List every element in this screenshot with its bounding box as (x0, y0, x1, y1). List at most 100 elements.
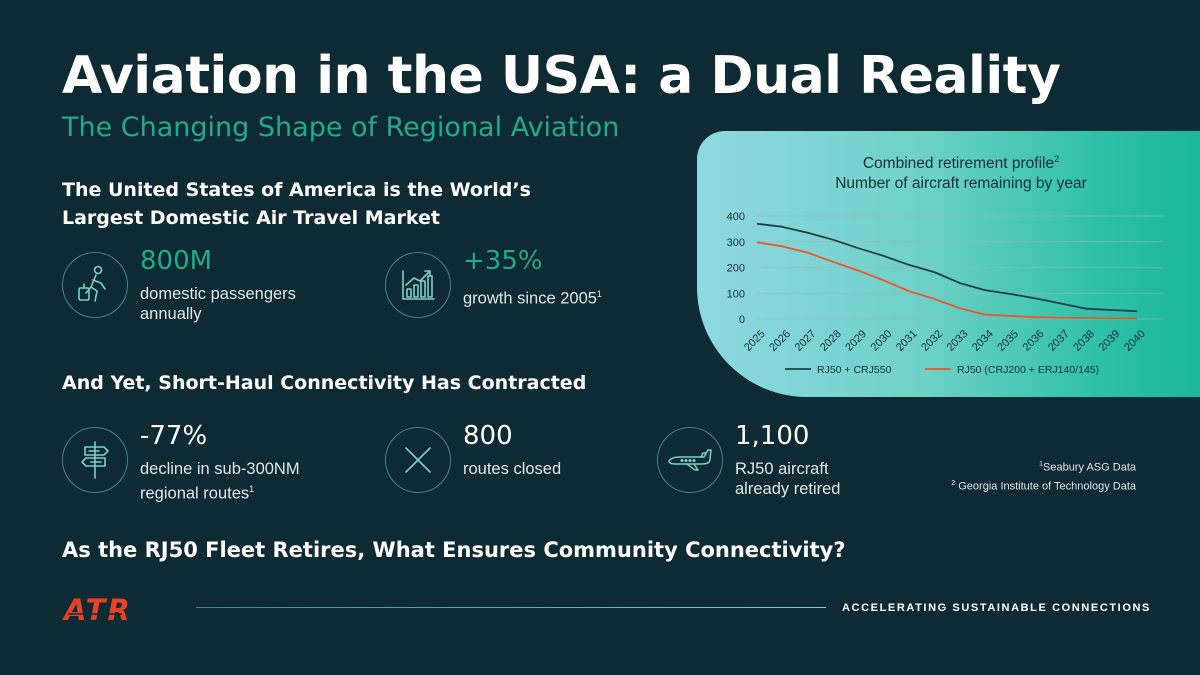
data-point (1009, 293, 1011, 295)
data-point (857, 270, 859, 272)
section1-heading-line2: Largest Domestic Air Travel Market (62, 207, 440, 229)
legend-label-2: RJ50 (CRJ200 + ERJ140/145) (957, 364, 1099, 376)
x-tick-label: 2025 (742, 328, 768, 354)
y-tick-label: 200 (727, 263, 745, 275)
data-point (908, 290, 910, 292)
legend-label-1: RJ50 + CRJ550 (817, 364, 892, 376)
data-point (1136, 310, 1138, 312)
section2-heading: And Yet, Short-Haul Connectivity Has Con… (62, 372, 587, 394)
footnote-2: 2 Georgia Institute of Technology Data (951, 476, 1136, 495)
data-point (933, 271, 935, 273)
stat-desc: RJ50 aircraft already retired (735, 459, 935, 499)
data-point (883, 279, 885, 281)
page-title: Aviation in the USA: a Dual Reality (62, 46, 1061, 106)
x-tick-label: 2026 (767, 328, 793, 354)
y-tick-label: 100 (727, 288, 745, 300)
stat-value: 800M (140, 246, 213, 276)
data-point (959, 307, 961, 309)
stat-desc-line1: decline in sub-300NM (140, 460, 300, 478)
chart-panel: Combined retirement profile2 Number of a… (697, 131, 1200, 397)
data-point (807, 252, 809, 254)
x-tick-label: 2034 (970, 328, 996, 354)
data-point (1136, 317, 1138, 319)
data-point (984, 289, 986, 291)
x-tick-label: 2027 (793, 328, 819, 354)
section1-heading: The United States of America is the Worl… (62, 176, 531, 232)
data-point (1111, 309, 1113, 311)
footnote-1-text: Seabury ASG Data (1043, 461, 1136, 474)
data-point (1060, 303, 1062, 305)
stat-desc: routes closed (463, 459, 663, 479)
footnote-2-text: Georgia Institute of Technology Data (958, 480, 1136, 493)
x-tick-label: 2037 (1046, 328, 1072, 354)
x-tick-label: 2033 (945, 328, 971, 354)
data-point (908, 264, 910, 266)
stat-desc-line2: regional routes (140, 484, 250, 503)
data-point (832, 261, 834, 263)
chart-title-sup: 2 (1054, 154, 1059, 164)
closing-question: As the RJ50 Fleet Retires, What Ensures … (62, 538, 846, 562)
stat-value: 1,100 (735, 421, 810, 451)
stat-desc: growth since 20051 (463, 284, 663, 309)
data-point (1060, 317, 1062, 319)
atr-logo: ATR (62, 593, 190, 629)
section1-heading-line1: The United States of America is the Worl… (62, 179, 531, 201)
x-tick-label: 2035 (995, 328, 1021, 354)
x-tick-label: 2040 (1122, 328, 1148, 354)
data-point (1035, 316, 1037, 318)
tagline: ACCELERATING SUSTAINABLE CONNECTIONS (842, 602, 1151, 614)
x-tick-label: 2030 (869, 328, 895, 354)
data-point (1085, 317, 1087, 319)
footnote-ref: 1 (249, 484, 255, 494)
data-point (883, 255, 885, 257)
footnote-ref: 1 (596, 289, 602, 299)
data-point (756, 223, 758, 225)
x-tick-label: 2038 (1071, 328, 1097, 354)
footnote-1: 1Seabury ASG Data (951, 457, 1136, 476)
page-subtitle: The Changing Shape of Regional Aviation (62, 112, 620, 143)
signpost-icon (62, 427, 128, 493)
data-point (807, 232, 809, 234)
series-line-2 (756, 241, 1137, 320)
data-point (1111, 317, 1113, 319)
stat-desc-line1: RJ50 aircraft (735, 460, 829, 478)
footnote-1-mark: 1 (1039, 461, 1044, 468)
x-tick-label: 2036 (1021, 328, 1047, 354)
footer-divider (196, 607, 826, 608)
chart-title-line2: Number of aircraft remaining by year (835, 175, 1087, 192)
stat-desc-line2: annually (140, 305, 202, 323)
y-tick-label: 400 (727, 211, 745, 223)
y-tick-label: 0 (739, 314, 745, 326)
data-point (756, 241, 758, 243)
stat-desc-line1: routes closed (463, 460, 562, 478)
stat-desc-line1: domestic passengers (140, 285, 296, 303)
data-point (1085, 308, 1087, 310)
x-tick-label: 2029 (843, 328, 869, 354)
stat-desc-line2: already retired (735, 480, 841, 498)
data-point (781, 245, 783, 247)
data-point (984, 314, 986, 316)
stat-value: +35% (463, 246, 543, 276)
x-tick-label: 2032 (919, 328, 945, 354)
x-tick-label: 2031 (894, 328, 920, 354)
data-point (832, 239, 834, 241)
x-tick-label: 2028 (818, 328, 844, 354)
airplane-icon (657, 427, 723, 493)
growth-chart-icon (385, 252, 451, 318)
x-tick-label: 2039 (1097, 328, 1123, 354)
y-tick-label: 300 (727, 237, 745, 249)
series-line-1 (756, 222, 1138, 313)
chart-title-line1: Combined retirement profile2 (863, 154, 1059, 172)
stat-value: -77% (140, 421, 208, 451)
footnotes: 1Seabury ASG Data 2 Georgia Institute of… (951, 457, 1136, 494)
data-point (857, 247, 859, 249)
stat-desc: domestic passengers annually (140, 284, 340, 324)
footnote-2-mark: 2 (951, 479, 956, 487)
traveler-icon (62, 252, 128, 318)
stat-desc-line1: growth since 2005 (463, 289, 597, 308)
stat-desc: decline in sub-300NM regional routes1 (140, 459, 340, 504)
data-point (959, 282, 961, 284)
retirement-chart: Combined retirement profile2 Number of a… (727, 154, 1163, 376)
data-point (1035, 298, 1037, 300)
data-point (1009, 315, 1011, 317)
